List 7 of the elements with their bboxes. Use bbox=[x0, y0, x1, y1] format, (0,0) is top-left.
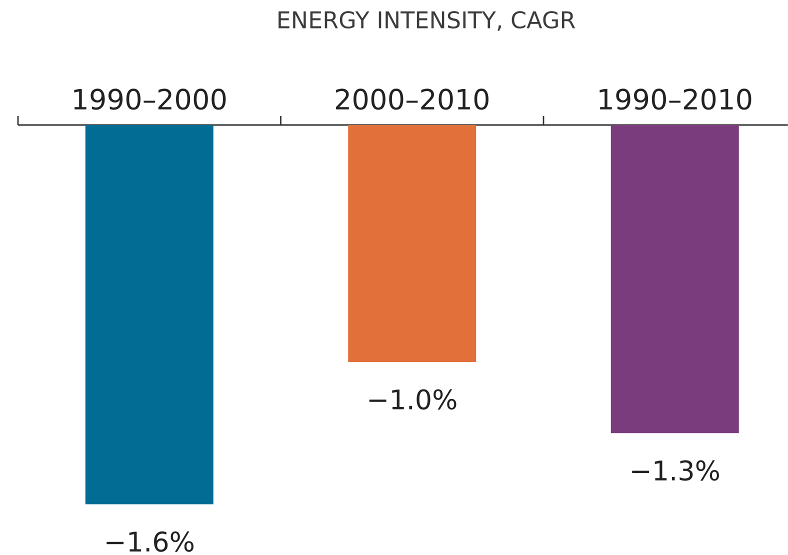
x-tick-label: 1990–2010 bbox=[600, 88, 752, 110]
data-label: −1.3% bbox=[632, 460, 719, 481]
x-tick-label: 2000–2010 bbox=[336, 88, 488, 110]
data-label: −1.0% bbox=[369, 389, 456, 410]
x-tick-label: 1990–2000 bbox=[74, 88, 226, 110]
chart-title: ENERGY INTENSITY, CAGR bbox=[278, 11, 576, 31]
data-label: −1.6% bbox=[106, 531, 194, 552]
